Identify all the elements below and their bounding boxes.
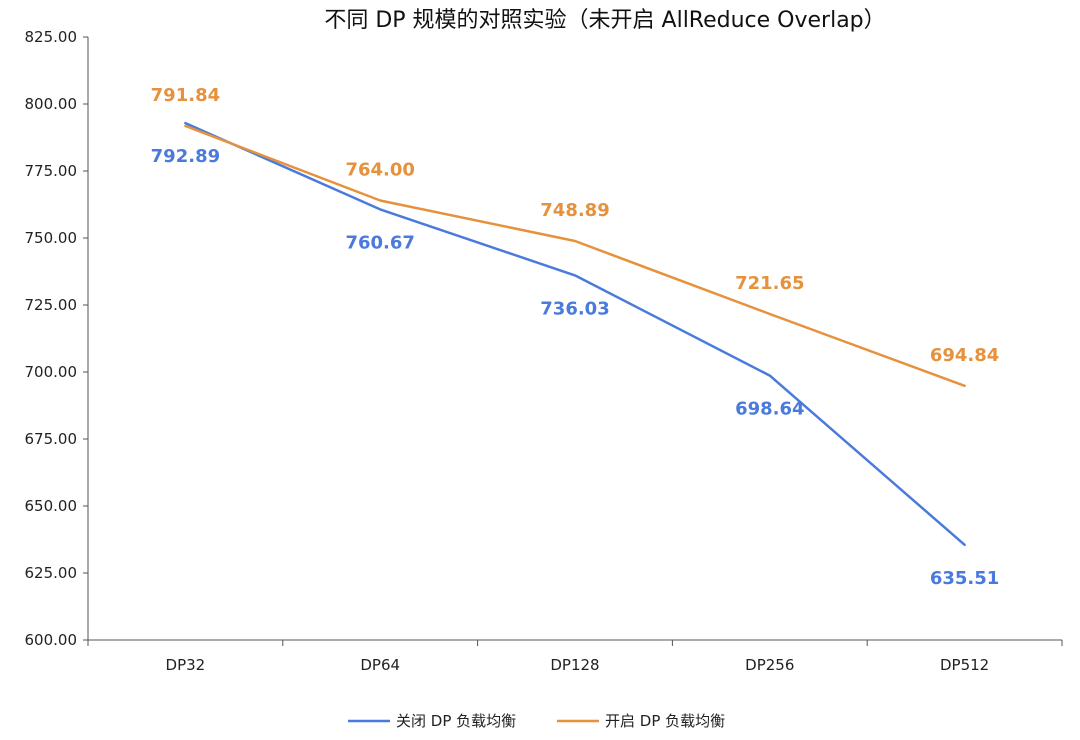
- x-tick-label: DP512: [940, 656, 989, 674]
- legend-label: 开启 DP 负载均衡: [605, 712, 725, 730]
- x-tick-label: DP64: [360, 656, 400, 674]
- legend-label: 关闭 DP 负载均衡: [396, 712, 516, 730]
- y-tick-label: 750.00: [25, 229, 78, 247]
- data-label: 721.65: [735, 273, 804, 294]
- series-layer: [184, 121, 966, 547]
- x-tick-label: DP128: [550, 656, 599, 674]
- data-label: 764.00: [345, 159, 414, 180]
- data-label: 635.51: [930, 568, 999, 589]
- series-line-1: [184, 121, 966, 547]
- y-tick-label: 800.00: [25, 95, 78, 113]
- data-labels: 792.89 760.67 736.03 698.64 635.51 791.84 764.…: [151, 85, 1000, 589]
- y-tick-label: 600.00: [25, 631, 78, 649]
- y-tick-label: 700.00: [25, 363, 78, 381]
- data-label: 791.84: [151, 85, 220, 106]
- data-label: 760.67: [345, 232, 414, 253]
- y-tick-label: 725.00: [25, 296, 78, 314]
- y-tick-label: 650.00: [25, 497, 78, 515]
- chart-title: 不同 DP 规模的对照实验（未开启 AllReduce Overlap）: [324, 8, 885, 33]
- data-label: 694.84: [930, 345, 999, 366]
- x-tick-label: DP256: [745, 656, 794, 674]
- data-label: 748.89: [540, 200, 609, 221]
- y-tick-label: 775.00: [25, 162, 78, 180]
- legend: 关闭 DP 负载均衡 开启 DP 负载均衡: [348, 712, 725, 730]
- data-label: 698.64: [735, 399, 804, 420]
- y-tick-label: 825.00: [25, 28, 78, 46]
- x-tick-label: DP32: [166, 656, 206, 674]
- y-tick-label: 625.00: [25, 564, 78, 582]
- series-line-2: [184, 124, 966, 388]
- data-label: 792.89: [151, 146, 220, 167]
- data-label: 736.03: [540, 298, 609, 319]
- y-tick-label: 675.00: [25, 430, 78, 448]
- axes: 600.00 625.00 650.00 675.00 700.00 725.00 750.…: [25, 28, 1063, 674]
